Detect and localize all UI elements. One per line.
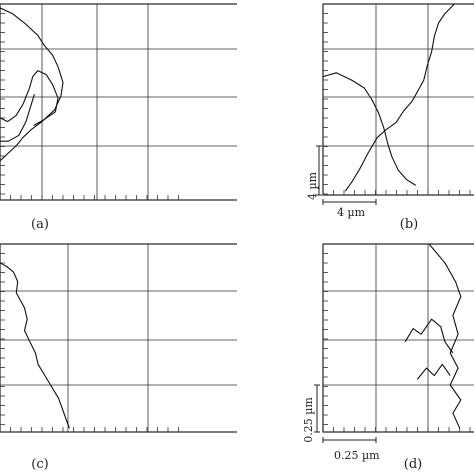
panel-plot-area — [0, 3, 237, 201]
plot-frame — [0, 3, 237, 201]
scale-label-horizontal: 4 µm — [337, 206, 366, 219]
plot-frame — [322, 3, 474, 196]
boundary-trace-1 — [344, 3, 455, 192]
panel-plot-area — [322, 243, 474, 433]
boundary-trace-3 — [0, 94, 35, 142]
scale-label-vertical: 0.25 µm — [302, 397, 315, 443]
boundary-trace-3 — [416, 363, 451, 380]
plot-frame — [0, 243, 237, 433]
scale-label-horizontal: 0.25 µm — [334, 449, 380, 462]
panel-label: (b) — [400, 217, 418, 232]
boundary-trace-1 — [428, 243, 462, 429]
plot-frame — [322, 243, 474, 433]
boundary-trace-2 — [0, 70, 59, 126]
boundary-trace-1 — [0, 7, 64, 162]
panel-label: (a) — [31, 217, 49, 232]
panel-label: (c) — [31, 457, 48, 472]
panel-plot-area — [322, 3, 474, 196]
boundary-trace-1 — [0, 262, 70, 429]
panel-plot-area — [0, 243, 237, 433]
boundary-trace-2 — [322, 72, 417, 186]
panel-b: (b) 4 µm 4 µm — [306, 3, 474, 232]
panel-label: (d) — [404, 457, 422, 472]
panel-c: (c) — [0, 243, 237, 472]
panel-a: (a) — [0, 3, 237, 232]
panel-d: (d) 0.25 µm 0.25 µm — [302, 243, 474, 472]
scale-label-vertical: 4 µm — [306, 171, 319, 200]
boundary-trace-2 — [404, 318, 454, 354]
